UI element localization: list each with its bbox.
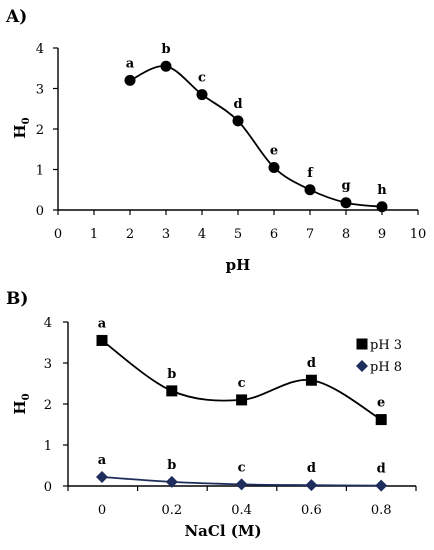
x-tick-label: 4 [198,227,206,242]
y-tick-label: 1 [44,439,52,454]
y-tick-label: 0 [36,204,44,219]
x-tick-label: 0.2 [161,503,182,518]
point-letter-label: d [307,356,316,371]
point-letter-label: h [377,183,387,198]
data-point [196,89,208,101]
data-point [376,201,388,213]
y-tick-label: 1 [36,164,44,179]
panel-b-x-ticks: 0 0.2 0.4 0.6 0.8 [67,486,417,518]
data-point [236,394,248,406]
point-letter-label: d [377,462,386,477]
point-letter-label: e [270,143,278,158]
panel-a: A) 0 1 2 3 4 5 6 7 8 9 10 0 1 2 3 4 a b c d e f g h pH H0 [5,7,426,274]
data-point [305,479,318,492]
point-letter-label: b [167,458,176,473]
data-point [268,161,280,173]
y-tick-label: 3 [44,357,52,372]
data-point [340,197,352,209]
data-point [375,414,387,426]
x-tick-label: 9 [378,227,386,242]
legend-label: pH 3 [370,338,402,353]
point-letter-label: c [238,460,246,475]
panel-a-axes [57,48,418,211]
y-tick-label: 2 [36,123,44,138]
y-tick-label: 2 [44,398,52,413]
data-point [166,385,178,397]
x-tick-label: 5 [234,227,242,242]
panel-b-x-axis-title: NaCl (M) [184,522,261,540]
legend-label: pH 8 [370,360,402,375]
panel-b-label: B) [6,289,28,309]
x-tick-label: 0.4 [231,503,252,518]
panel-b-y-ticks: 0 1 2 3 4 [44,316,68,495]
y-tick-label: 4 [44,316,52,331]
x-tick-label: 3 [162,227,170,242]
point-letter-label: d [233,97,242,112]
point-letter-label: b [167,367,176,382]
data-point [375,479,388,492]
data-point [165,475,178,488]
data-point [96,334,108,346]
data-point [305,374,317,386]
panel-a-label: A) [5,7,27,27]
data-point [96,470,108,483]
data-point [160,60,172,72]
x-tick-label: 10 [410,227,427,242]
point-letter-label: d [307,461,316,476]
panel-a-y-ticks: 0 1 2 3 4 [36,42,58,219]
point-letter-label: a [98,316,107,331]
point-letter-label: b [161,42,170,57]
x-tick-label: 6 [270,227,278,242]
panel-b-marks: a b c d e a b c d d [96,316,388,492]
x-tick-label: 0 [98,503,106,518]
point-letter-label: c [198,71,206,86]
point-letter-label: a [98,453,107,468]
x-tick-label: 0.6 [301,503,322,518]
panel-b-legend: pH 3 pH 8 [356,338,402,375]
data-point [235,478,248,491]
panel-a-x-ticks: 0 1 2 3 4 5 6 7 8 9 10 [54,210,426,242]
point-letter-label: e [377,396,385,411]
x-tick-label: 0.8 [371,503,392,518]
panel-b-y-axis-title: H0 [11,393,32,414]
point-letter-label: a [126,56,135,71]
point-letter-label: c [238,376,246,391]
y-tick-label: 4 [36,42,44,57]
y-tick-label: 0 [44,480,52,495]
panel-a-marks: a b c d e f g h [124,42,388,213]
x-tick-label: 2 [126,227,134,242]
panel-a-y-axis-title: H0 [11,117,32,138]
data-point [124,74,136,86]
x-tick-label: 7 [306,227,314,242]
data-point [304,184,316,196]
x-tick-label: 8 [342,227,350,242]
point-letter-label: f [307,166,314,181]
x-tick-label: 0 [54,227,62,242]
x-tick-label: 1 [90,227,98,242]
legend-marker [356,360,368,372]
data-point [232,115,244,127]
legend-marker [356,338,368,350]
panel-a-x-axis-title: pH [226,256,251,274]
point-letter-label: g [341,179,350,194]
y-tick-label: 3 [36,83,44,98]
